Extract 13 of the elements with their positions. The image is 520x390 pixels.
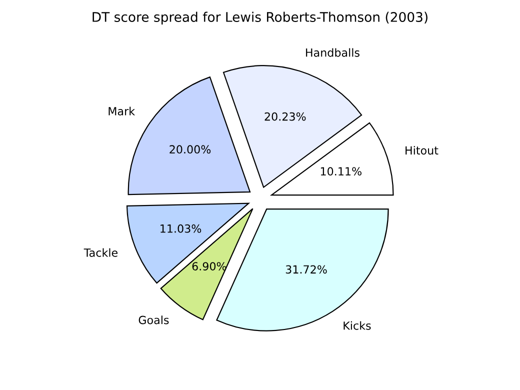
slice-label: Hitout: [406, 146, 438, 155]
slice-label: Goals: [138, 316, 169, 324]
data-label: 11.03%: [160, 224, 202, 233]
chart-title: DT score spread for Lewis Roberts-Thomson (2003): [92, 12, 428, 25]
data-label: 31.72%: [286, 265, 327, 274]
data-label: 20.00%: [170, 145, 211, 154]
slice-label: Handballs: [306, 48, 360, 57]
slice-label: Mark: [108, 106, 136, 116]
data-label: 10.11%: [320, 167, 362, 176]
slice-label: Kicks: [344, 321, 371, 330]
data-label: 20.23%: [264, 112, 306, 121]
data-label: 6.90%: [192, 262, 226, 270]
slice-label: Tackle: [84, 248, 118, 257]
